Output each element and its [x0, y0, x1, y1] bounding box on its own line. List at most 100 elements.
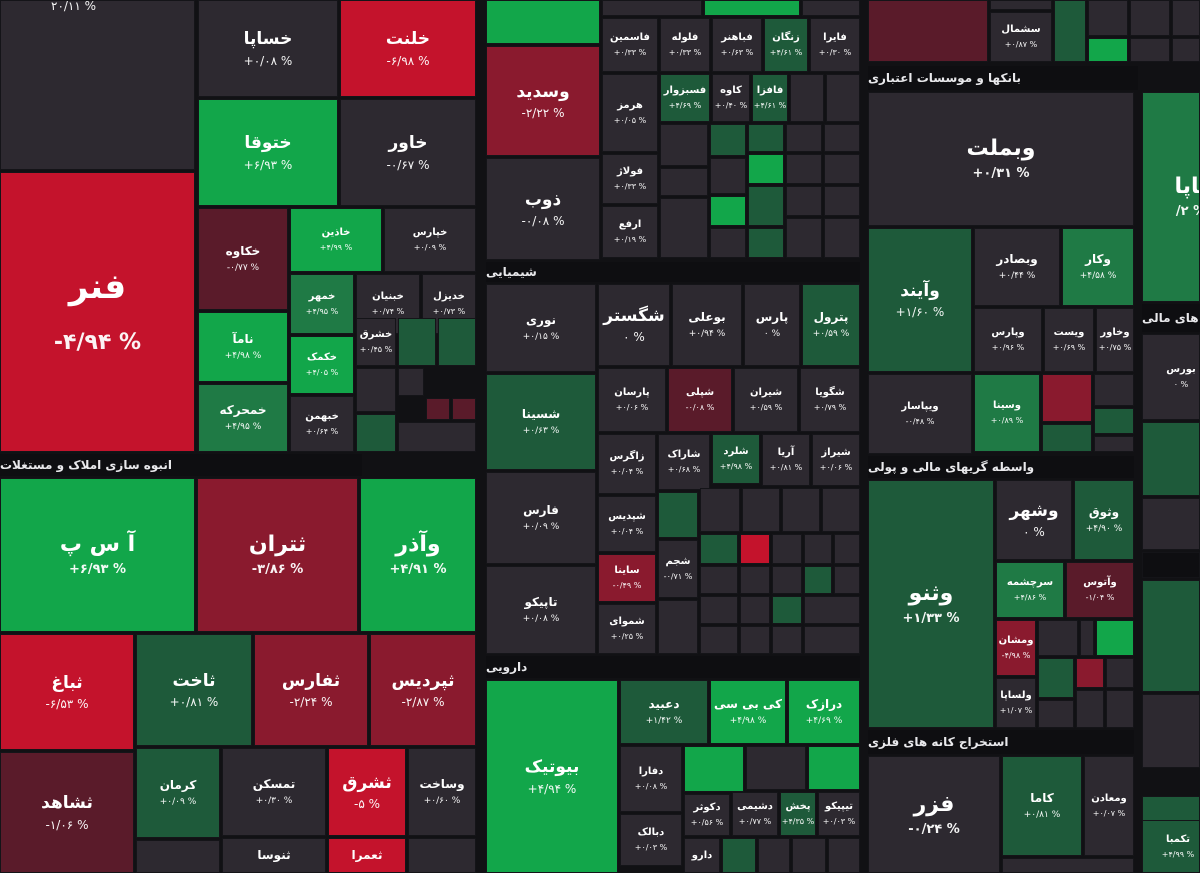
- tile-small[interactable]: [1172, 38, 1200, 62]
- tile-small[interactable]: [356, 414, 396, 452]
- tile-small[interactable]: [1088, 0, 1128, 36]
- tile-sanusa[interactable]: ثنوسا: [222, 838, 326, 873]
- tile-unnamed[interactable]: % ۲۰/۱۱: [0, 0, 195, 170]
- tile-small[interactable]: [772, 626, 802, 654]
- tile-kaveh[interactable]: کاوه % ۰/۴۰+: [712, 74, 750, 122]
- tile-small[interactable]: [1172, 0, 1200, 36]
- tile-small[interactable]: [822, 488, 860, 532]
- tile-small[interactable]: [700, 596, 738, 624]
- tile-tipiko[interactable]: تیپیکو % ۰/۰۳+: [818, 792, 860, 836]
- tile-vpars[interactable]: وپارس % ۰/۹۶+: [974, 308, 1042, 372]
- tile-tamaskan[interactable]: تمسکن % ۰/۳۰+: [222, 748, 326, 836]
- tile-shiraz[interactable]: شیراز % ۰/۰۶+: [812, 434, 860, 486]
- tile-small[interactable]: [1094, 374, 1134, 406]
- tile-small[interactable]: [452, 398, 476, 420]
- tile-khtooqa[interactable]: ختوقا % ۶/۹۳+: [198, 99, 338, 206]
- tile-small[interactable]: [1130, 0, 1170, 36]
- tile-small[interactable]: [746, 746, 806, 790]
- tile-shiran[interactable]: شیران % ۰/۵۹+: [734, 368, 798, 432]
- tile-khsharq[interactable]: خشرق % ۰/۴۵+: [356, 318, 396, 366]
- tile-small[interactable]: [1038, 658, 1074, 698]
- tile-small[interactable]: [660, 168, 708, 196]
- tile-takamba[interactable]: تکمبا % ۴/۹۹+: [1142, 820, 1200, 873]
- tile-vbmellat[interactable]: وبملت % ۰/۳۱+: [868, 92, 1134, 226]
- tile-sabagh[interactable]: ثباغ % ۶/۵۳-: [0, 634, 134, 750]
- tile-small[interactable]: [1038, 620, 1078, 656]
- tile-khavar[interactable]: خاور % ۰/۶۷-: [340, 99, 476, 206]
- tile-vsoogh[interactable]: وثوق % ۴/۹۰+: [1074, 480, 1134, 560]
- tile-small[interactable]: [710, 196, 746, 226]
- tile-shlard[interactable]: شلرد % ۴/۹۸+: [712, 434, 760, 484]
- tile-partial[interactable]: [486, 0, 600, 44]
- tile-small[interactable]: [1106, 690, 1134, 728]
- tile-noori[interactable]: نوری % ۰/۱۵+: [486, 284, 596, 372]
- tile-small[interactable]: [398, 368, 424, 396]
- tile-small[interactable]: [710, 228, 746, 258]
- tile-small[interactable]: [660, 198, 708, 258]
- tile-vshahr[interactable]: وشهر % ۰: [996, 480, 1072, 560]
- tile-vasadid[interactable]: وسدید % ۲/۲۲-: [486, 46, 600, 156]
- tile-small[interactable]: [748, 154, 784, 184]
- tile-small[interactable]: [356, 368, 396, 412]
- tile-small[interactable]: [740, 596, 770, 624]
- tile-shgooya[interactable]: شگویا % ۰/۷۹+: [800, 368, 860, 432]
- tile-small[interactable]: [398, 318, 436, 366]
- tile-khkaveh[interactable]: خکاوه % ۰/۷۷-: [198, 208, 288, 310]
- tile-small[interactable]: [1088, 38, 1128, 62]
- tile-shpadis[interactable]: شپدیس % ۰/۰۴+: [598, 496, 656, 552]
- tile-small[interactable]: [772, 534, 802, 564]
- tile-small[interactable]: [786, 154, 822, 184]
- tile-small[interactable]: [1042, 374, 1092, 422]
- tile-vsanu[interactable]: وثنو % ۱/۳۳+: [868, 480, 994, 728]
- tile-small[interactable]: [826, 74, 860, 122]
- tile-small[interactable]: [748, 124, 784, 152]
- tile-sashomal[interactable]: سشمال % ۰/۸۷+: [990, 12, 1052, 62]
- tile-falouleh[interactable]: فلوله % ۰/۳۳+: [660, 18, 710, 72]
- tile-small[interactable]: [824, 154, 860, 184]
- tile-small[interactable]: [740, 534, 770, 564]
- tile-small[interactable]: [772, 596, 802, 624]
- tile-kama[interactable]: کاما % ۰/۸۱+: [1002, 756, 1082, 856]
- tile-vsina[interactable]: وسینا % ۰/۸۹+: [974, 374, 1040, 452]
- tile-vayand[interactable]: وآیند % ۱/۶۰+: [868, 228, 972, 372]
- tile-folaj[interactable]: فولاژ % ۰/۳۳+: [602, 154, 658, 204]
- tile-small[interactable]: [1038, 700, 1074, 728]
- tile-small[interactable]: [722, 838, 756, 873]
- tile-small[interactable]: [868, 0, 988, 62]
- tile-small[interactable]: [1142, 498, 1200, 550]
- tile-parsan[interactable]: پارسان % ۰/۰۶+: [598, 368, 666, 432]
- tile-zangan[interactable]: زنگان % ۴/۶۱+: [764, 18, 808, 72]
- tile-small[interactable]: [758, 838, 790, 873]
- tile-petrol[interactable]: پترول % ۰/۵۹+: [802, 284, 860, 366]
- tile-small[interactable]: [602, 0, 702, 16]
- tile-small[interactable]: [804, 596, 860, 624]
- tile-small[interactable]: [834, 534, 860, 564]
- tile-small[interactable]: [740, 626, 770, 654]
- tile-fazar[interactable]: فزر % ۰/۲۴-: [868, 756, 1000, 873]
- tile-small[interactable]: [700, 626, 738, 654]
- tile-vpost[interactable]: ویست % ۰/۶۹+: [1044, 308, 1094, 372]
- tile-aria[interactable]: آریا % ۰/۸۱+: [762, 434, 810, 486]
- tile-vkar[interactable]: وکار % ۴/۵۸+: [1062, 228, 1134, 306]
- tile-hormoz[interactable]: هرمز % ۰/۰۵+: [602, 74, 658, 152]
- tile-dabalk[interactable]: دبالک % ۰/۰۳+: [620, 814, 682, 866]
- tile-dkosar[interactable]: دکوثر % ۰/۵۶+: [684, 794, 730, 836]
- tile-small[interactable]: [1076, 690, 1104, 728]
- tile-sasharq[interactable]: ثشرق % ۵-: [328, 748, 406, 836]
- tile-shgostar[interactable]: شگستر % ۰: [598, 284, 670, 366]
- tile-small[interactable]: [790, 74, 824, 122]
- tile-shmavad[interactable]: شموای % ۰/۲۵+: [598, 604, 656, 654]
- tile-small[interactable]: [398, 422, 476, 452]
- tile-small[interactable]: [710, 124, 746, 156]
- tile-small[interactable]: [1096, 620, 1134, 656]
- tile-shsina[interactable]: شسینا % ۰/۶۳+: [486, 374, 596, 470]
- tile-small[interactable]: [1094, 408, 1134, 434]
- tile-small[interactable]: [740, 566, 770, 594]
- tile-small[interactable]: [1054, 0, 1086, 62]
- tile-sharak[interactable]: شاراک % ۰/۶۸+: [658, 434, 710, 490]
- tile-sakht[interactable]: ثاخت % ۰/۸۱+: [136, 634, 252, 746]
- tile-daru[interactable]: دارو: [684, 838, 720, 873]
- tile-papa[interactable]: پاپا % ۲/: [1142, 92, 1200, 302]
- tile-vpasar[interactable]: ویپاسار % ۰/۴۸-: [868, 374, 972, 454]
- tile-small[interactable]: [1094, 436, 1134, 452]
